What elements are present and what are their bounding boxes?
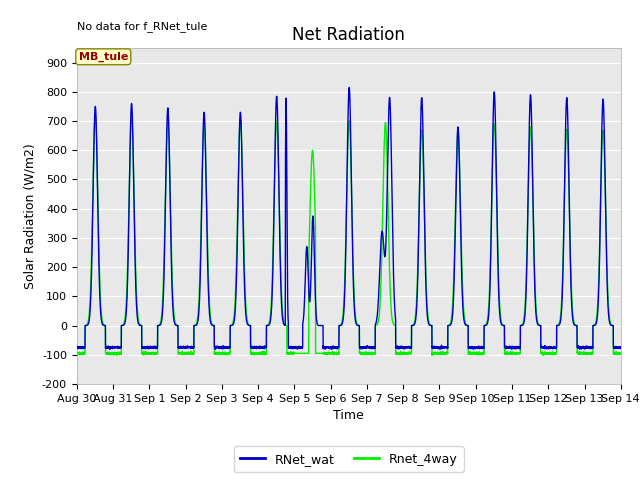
Title: Net Radiation: Net Radiation [292,25,405,44]
Text: MB_tule: MB_tule [79,52,128,62]
Legend: RNet_wat, Rnet_4way: RNet_wat, Rnet_4way [234,446,464,472]
Text: No data for f_RNet_tule: No data for f_RNet_tule [77,21,207,32]
X-axis label: Time: Time [333,409,364,422]
Y-axis label: Solar Radiation (W/m2): Solar Radiation (W/m2) [24,143,36,289]
